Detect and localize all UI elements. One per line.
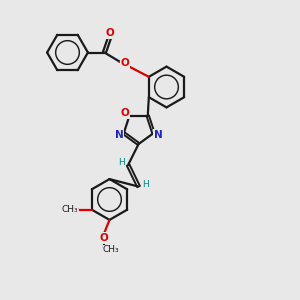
- Text: H: H: [118, 158, 125, 167]
- Text: O: O: [120, 58, 129, 68]
- Text: O: O: [105, 28, 114, 38]
- Text: CH₃: CH₃: [103, 245, 119, 254]
- Text: CH₃: CH₃: [61, 205, 78, 214]
- Text: N: N: [115, 130, 124, 140]
- Text: O: O: [69, 205, 78, 215]
- Text: H: H: [142, 180, 149, 189]
- Text: O: O: [100, 233, 109, 243]
- Text: O: O: [121, 108, 130, 118]
- Text: N: N: [154, 130, 162, 140]
